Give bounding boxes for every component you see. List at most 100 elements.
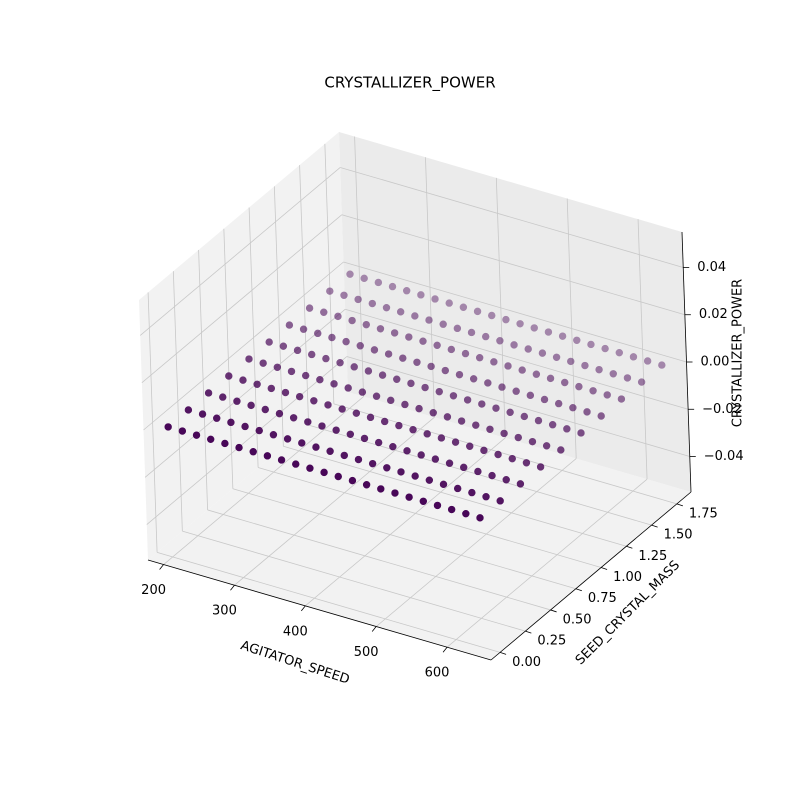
data-point [490, 358, 498, 366]
data-point [617, 395, 626, 403]
data-point [322, 354, 330, 363]
data-point [380, 417, 389, 426]
y-tick-label: 1.50 [664, 528, 693, 543]
grid-line [234, 416, 435, 586]
data-point [449, 392, 458, 400]
data-point [455, 370, 464, 379]
z-tick-label: −0.04 [704, 449, 744, 464]
data-point [382, 303, 391, 312]
data-point [336, 359, 344, 367]
data-point [439, 320, 447, 328]
data-point [295, 392, 304, 401]
data-point [583, 408, 591, 416]
data-point [603, 391, 611, 399]
data-point [356, 342, 364, 350]
data-point [225, 372, 233, 380]
data-point [569, 404, 577, 412]
data-point [334, 472, 342, 481]
data-point [207, 435, 215, 444]
data-point [235, 443, 243, 452]
data-point [482, 493, 490, 501]
data-point [346, 270, 354, 278]
data-point [439, 480, 448, 489]
data-point [354, 455, 363, 464]
data-point [310, 397, 318, 405]
data-point [368, 459, 377, 468]
data-point [269, 431, 278, 439]
data-point [469, 375, 478, 383]
z-tick-label: 0.00 [701, 355, 730, 370]
data-point [526, 391, 535, 400]
data-point [305, 304, 314, 312]
data-point [500, 429, 508, 438]
data-point [298, 439, 306, 447]
data-point [312, 443, 320, 451]
data-point [263, 452, 272, 460]
grid-line [143, 261, 344, 431]
data-point [472, 421, 480, 429]
data-point [233, 397, 241, 405]
data-point [249, 448, 257, 456]
data-point [411, 472, 419, 480]
tick-mark [230, 584, 235, 591]
data-point [389, 442, 397, 451]
data-point [372, 392, 381, 400]
data-point [504, 362, 512, 370]
data-point [637, 378, 646, 386]
x-axis-line [147, 559, 492, 661]
grid-line [305, 437, 506, 607]
data-point [581, 361, 589, 370]
data-point [462, 509, 470, 518]
data-point [405, 493, 413, 501]
data-point [192, 431, 201, 439]
tick-mark [550, 609, 557, 613]
data-point [326, 447, 334, 455]
data-point [283, 435, 292, 443]
data-point [445, 299, 453, 307]
data-point [213, 414, 221, 422]
data-point [399, 354, 407, 362]
data-point [301, 371, 310, 380]
data-point [287, 367, 296, 376]
grid-line [340, 167, 684, 268]
data-point [536, 463, 545, 471]
data-point [508, 454, 516, 463]
data-point [265, 338, 273, 346]
data-point [421, 383, 429, 392]
data-point [597, 412, 605, 420]
data-point [358, 388, 367, 396]
data-point [245, 355, 253, 363]
data-point [184, 406, 193, 414]
data-point [227, 418, 235, 427]
data-point [496, 497, 504, 505]
data-point [344, 384, 352, 392]
data-point [320, 308, 328, 316]
data-point [401, 400, 409, 409]
y-tick-label: 1.00 [613, 570, 642, 585]
data-point [362, 481, 371, 489]
data-point [466, 442, 474, 450]
grid-line [207, 509, 551, 611]
tick-mark [499, 651, 507, 655]
data-point [198, 410, 207, 418]
data-point [557, 446, 565, 454]
data-point [279, 342, 288, 350]
data-point [419, 497, 428, 505]
data-point [516, 480, 525, 488]
data-point [328, 333, 336, 342]
data-point [342, 337, 350, 346]
data-point [289, 414, 298, 422]
data-point [425, 476, 434, 484]
data-point [544, 328, 553, 336]
data-point [366, 413, 375, 422]
data-point [261, 405, 269, 414]
data-point [443, 413, 452, 421]
data-point [532, 370, 541, 378]
grid-line [375, 458, 577, 627]
data-point [320, 468, 328, 477]
data-point [348, 316, 356, 325]
data-point [552, 353, 561, 361]
x-tick-label: 500 [354, 645, 379, 660]
data-point [241, 422, 249, 431]
